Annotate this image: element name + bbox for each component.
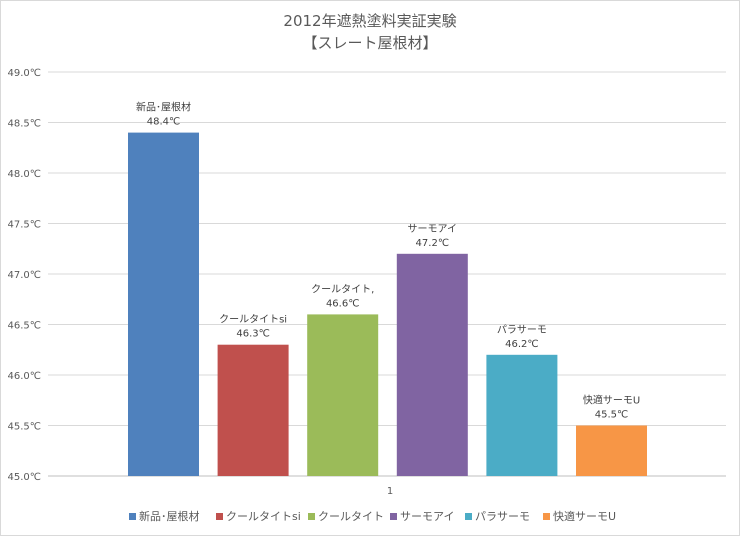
bar-1: [128, 132, 199, 476]
bar-value-label: 46.2℃: [505, 339, 539, 350]
bar-5: [486, 354, 558, 476]
x-axis: 1: [387, 486, 393, 497]
y-tick-label: 48.0℃: [8, 169, 42, 180]
x-tick-label: 1: [387, 486, 393, 497]
y-tick-label: 47.0℃: [8, 270, 42, 281]
legend-swatch: [390, 513, 397, 520]
bar-4: [396, 253, 468, 476]
bar-6: [576, 425, 647, 476]
y-tick-label: 46.0℃: [8, 371, 42, 382]
bar-value-label: 46.3℃: [236, 329, 270, 340]
bar-value-label: 48.4℃: [147, 117, 181, 128]
bar-series-label: クールタイトsi: [219, 314, 287, 326]
y-axis-ticks: 45.0℃ 45.5℃ 46.0℃ 46.5℃ 47.0℃ 47.5℃ 48.0℃ 48.5℃…: [8, 68, 42, 483]
legend-entry: クールタイト: [318, 510, 384, 523]
legend-swatch: [216, 513, 223, 520]
chart-title-block: 2012年遮熱塗料実証実験 【スレート屋根材】: [0, 10, 740, 54]
y-tick-label: 45.0℃: [8, 472, 42, 483]
legend-swatch: [129, 513, 136, 520]
legend-swatch: [465, 513, 472, 520]
legend-entry: 快適サーモU: [553, 509, 616, 523]
data-labels: 新品･屋根材 48.4℃ クールタイトsi 46.3℃ クールタイト, 46.6℃ サーモア…: [136, 101, 640, 421]
bars: [128, 132, 647, 476]
bar-value-label: 46.6℃: [326, 298, 360, 309]
legend-swatch: [308, 513, 315, 520]
legend-swatch: [543, 513, 550, 520]
y-tick-label: 45.5℃: [8, 422, 42, 433]
bar-series-label: クールタイト,: [311, 283, 374, 295]
bar-series-label: パラサーモ: [497, 324, 547, 336]
bar-2: [217, 344, 289, 476]
chart-title: 2012年遮熱塗料実証実験: [283, 12, 457, 30]
legend-entry: サーモアイ: [400, 510, 454, 523]
y-tick-label: 47.5℃: [8, 220, 42, 231]
legend-entry: 新品･屋根材: [139, 509, 200, 523]
legend: 新品･屋根材 クールタイトsi クールタイト サーモアイ パラサーモ 快適サーモU: [129, 509, 616, 523]
y-tick-label: 48.5℃: [8, 119, 42, 130]
bar-series-label: 新品･屋根材: [136, 101, 191, 114]
y-tick-label: 49.0℃: [8, 68, 42, 79]
bar-series-label: サーモアイ: [408, 223, 458, 235]
y-tick-label: 46.5℃: [8, 321, 42, 332]
bar-value-label: 47.2℃: [416, 238, 450, 249]
bar-3: [307, 314, 379, 476]
legend-entry: クールタイトsi: [226, 510, 301, 523]
legend-entry: パラサーモ: [475, 510, 530, 523]
chart-subtitle: 【スレート屋根材】: [302, 34, 438, 52]
bar-value-label: 45.5℃: [595, 410, 629, 421]
bar-series-label: 快適サーモU: [583, 394, 640, 407]
